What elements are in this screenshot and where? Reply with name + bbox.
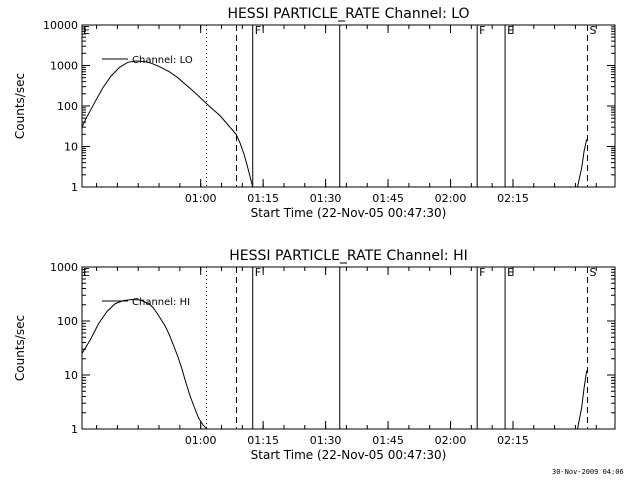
x-tick-label: 02:15: [497, 434, 529, 447]
chart-title: HESSI PARTICLE_RATE Channel: LO: [227, 6, 469, 22]
event-marker-label: E: [83, 24, 90, 37]
x-tick-label: 01:00: [185, 192, 217, 205]
y-tick-label: 10000: [43, 19, 78, 32]
y-tick-label: 1000: [50, 261, 78, 274]
legend-label: Channel: LO: [132, 55, 193, 66]
event-marker-label: F: [255, 266, 261, 279]
x-tick-label: 01:45: [372, 192, 404, 205]
x-tick-label: 01:15: [247, 192, 279, 205]
series-line: [82, 298, 208, 429]
x-tick-label: 02:15: [497, 192, 529, 205]
y-tick-label: 10: [64, 369, 78, 382]
x-tick-label: 02:00: [435, 434, 467, 447]
event-marker-label: S: [590, 24, 597, 37]
series-line: [82, 60, 254, 187]
series-line: [577, 139, 588, 187]
y-tick-label: 1000: [50, 60, 78, 73]
y-tick-label: 100: [57, 100, 78, 113]
x-tick-label: 02:00: [435, 192, 467, 205]
x-tick-label: 01:00: [185, 434, 217, 447]
event-marker-label: F: [479, 266, 485, 279]
y-tick-label: 10: [64, 141, 78, 154]
plot-frame: [81, 24, 616, 188]
event-marker-label: S: [590, 266, 597, 279]
event-marker-label: E: [507, 24, 514, 37]
timestamp-footer: 30-Nov-2009 04:06: [552, 468, 624, 476]
chart-title: HESSI PARTICLE_RATE Channel: HI: [229, 248, 467, 264]
event-marker-label: F: [255, 24, 261, 37]
x-axis-label: Start Time (22-Nov-05 00:47:30): [251, 206, 447, 220]
event-marker-label: F: [479, 24, 485, 37]
y-axis-label: Counts/sec: [13, 73, 27, 139]
legend-label: Channel: HI: [132, 297, 190, 308]
event-marker-label: E: [83, 266, 90, 279]
x-tick-label: 01:45: [372, 434, 404, 447]
x-axis-label: Start Time (22-Nov-05 00:47:30): [251, 448, 447, 462]
y-axis-label: Counts/sec: [13, 315, 27, 381]
plot-frame: [81, 266, 616, 430]
x-tick-label: 01:30: [310, 192, 342, 205]
panel-hi: HESSI PARTICLE_RATE Channel: HI 1 10 100 100…: [13, 248, 616, 462]
y-tick-label: 1: [71, 181, 78, 194]
series-line: [577, 370, 588, 429]
event-marker-label: E: [507, 266, 514, 279]
panel-lo: HESSI PARTICLE_RATE Channel: LO 1 10 100 100…: [13, 6, 616, 220]
y-tick-label: 100: [57, 315, 78, 328]
x-tick-label: 01:15: [247, 434, 279, 447]
x-tick-label: 01:30: [310, 434, 342, 447]
y-tick-label: 1: [71, 423, 78, 436]
